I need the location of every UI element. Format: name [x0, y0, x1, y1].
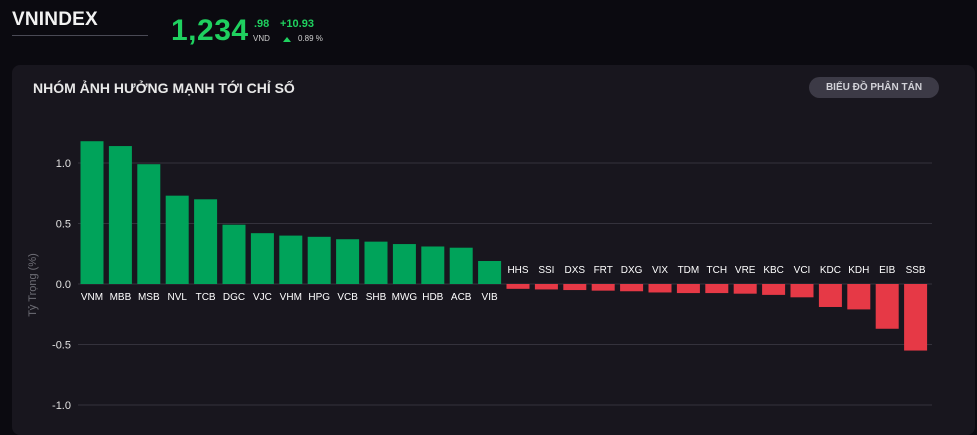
y-axis-title: Tỷ Trọng (%)	[27, 253, 39, 317]
bar-eib[interactable]	[875, 284, 899, 329]
bar-hdb[interactable]	[421, 246, 445, 284]
bar-nvl[interactable]	[165, 195, 189, 284]
bar-tcb[interactable]	[194, 199, 218, 284]
category-label: ACB	[451, 292, 472, 303]
category-label: SSB	[906, 265, 926, 276]
bar-vib[interactable]	[478, 261, 502, 284]
bar-kdh[interactable]	[847, 284, 871, 310]
change-percent: 0.89 %	[298, 34, 323, 43]
category-label: HDB	[422, 292, 443, 303]
influence-bar-chart: 1.0 0.5 0.0 -0.5 -1.0 Tỷ Trọng (%) VNM MBB MSB NV…	[27, 141, 932, 412]
category-label: TDM	[678, 265, 700, 276]
bar-shb[interactable]	[364, 241, 388, 284]
bar-vhm[interactable]	[279, 235, 303, 284]
category-label: MSB	[138, 292, 160, 303]
category-label: DXS	[565, 265, 586, 276]
category-label: VNM	[81, 292, 103, 303]
bar-acb[interactable]	[449, 247, 473, 284]
category-label: DXG	[621, 265, 643, 276]
bar-dxs[interactable]	[563, 284, 587, 291]
category-label: MBB	[110, 292, 132, 303]
bar-frt[interactable]	[591, 284, 615, 291]
bar-vci[interactable]	[790, 284, 814, 298]
price-unit: VND	[253, 34, 270, 43]
category-label: NVL	[167, 292, 187, 303]
category-label: HHS	[507, 265, 528, 276]
bar-mbb[interactable]	[108, 146, 132, 284]
bar-tdm[interactable]	[676, 284, 700, 294]
category-label: VHM	[280, 292, 302, 303]
category-label: MWG	[392, 292, 418, 303]
category-label: VRE	[735, 265, 756, 276]
category-label: KDC	[820, 265, 841, 276]
category-label: SHB	[366, 292, 387, 303]
index-price: 1,234	[171, 14, 249, 47]
index-name-underline	[12, 35, 148, 36]
bar-ssb[interactable]	[904, 284, 928, 351]
y-tick-label: -0.5	[52, 340, 71, 352]
y-tick-label: 1.0	[56, 158, 71, 170]
category-label: KBC	[763, 265, 784, 276]
category-label: VJC	[253, 292, 272, 303]
bar-kdc[interactable]	[818, 284, 842, 307]
category-label: KDH	[848, 265, 869, 276]
category-label: DGC	[223, 292, 245, 303]
y-tick-label: 0.0	[56, 279, 71, 291]
change-value: +10.93	[280, 18, 314, 30]
arrow-up-icon	[283, 37, 291, 42]
category-label: HPG	[308, 292, 330, 303]
y-tick-label: 0.5	[56, 219, 71, 231]
bar-vix[interactable]	[648, 284, 672, 293]
bar-hpg[interactable]	[307, 236, 331, 284]
bar-kbc[interactable]	[762, 284, 786, 295]
category-label: SSI	[538, 265, 554, 276]
bar-vjc[interactable]	[250, 233, 274, 284]
bar-tch[interactable]	[705, 284, 729, 294]
category-label: VCI	[794, 265, 811, 276]
bar-vnm[interactable]	[80, 141, 104, 284]
y-tick-label: -1.0	[52, 400, 71, 412]
category-label: VIB	[482, 292, 498, 303]
category-label: TCB	[196, 292, 216, 303]
bar-dxg[interactable]	[620, 284, 644, 292]
category-label: TCH	[707, 265, 728, 276]
category-label: EIB	[879, 265, 895, 276]
bar-vcb[interactable]	[336, 239, 360, 284]
panel-title: NHÓM ẢNH HƯỞNG MẠNH TỚI CHỈ SỐ	[33, 80, 295, 96]
bar-vre[interactable]	[733, 284, 757, 294]
bar-dgc[interactable]	[222, 224, 246, 284]
index-name[interactable]: VNINDEX	[12, 9, 98, 30]
bar-msb[interactable]	[137, 164, 161, 284]
category-label: FRT	[594, 265, 613, 276]
bar-mwg[interactable]	[392, 244, 416, 284]
bar-ssi[interactable]	[534, 284, 558, 290]
scatter-chart-button[interactable]: BIỂU ĐỒ PHÂN TÁN	[809, 77, 939, 98]
bar-hhs[interactable]	[506, 284, 530, 289]
category-label: VCB	[337, 292, 358, 303]
index-header: VNINDEX 1,234 .98 VND +10.93 0.89 %	[0, 0, 977, 62]
index-price-decimal: .98	[254, 18, 270, 30]
category-label: VIX	[652, 265, 668, 276]
